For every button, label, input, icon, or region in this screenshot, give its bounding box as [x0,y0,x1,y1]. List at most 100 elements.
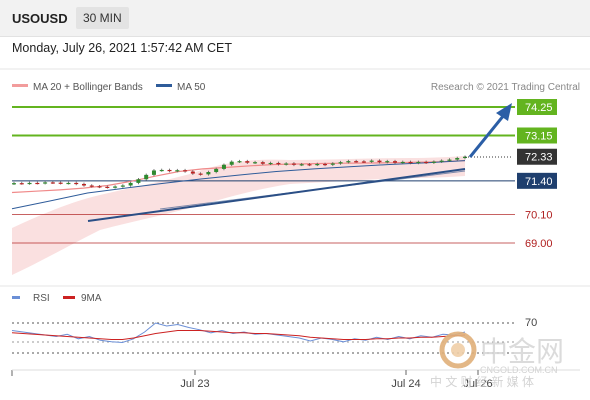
watermark-site: CNGOLD.COM.CN [480,365,558,375]
level-label-71-40: 71.40 [525,176,553,188]
level-label-73-15: 73.15 [525,130,553,142]
trendline-lower [87,168,466,222]
ma20-legend-label: MA 20 + Bollinger Bands [33,82,143,93]
level-badge-71-40 [517,172,557,189]
candle-body [97,186,102,188]
candle-body [237,161,242,163]
candle-body [120,185,125,187]
cngold-logo-core [451,343,465,357]
cngold-logo-icon [439,331,477,369]
candle-body [19,183,24,185]
level-label-74-25: 74.25 [525,102,553,114]
candle-body [35,182,40,185]
ma50-line [11,160,466,210]
candle-body [307,164,312,166]
level-label-72-33: 72.33 [525,152,553,164]
candle-body [393,161,398,163]
candle-body [253,162,258,164]
candle-body [455,158,460,160]
candle-body [284,163,289,165]
candle-body [431,161,436,163]
candle-body [128,182,133,186]
candle-body [144,174,149,180]
candle-body [105,186,110,188]
watermark-tagline: 中 文 财 经 新 媒 体 [430,374,534,389]
forecast-arrow-head [496,103,512,121]
candle-body [89,185,94,187]
bollinger-band-area [12,156,465,275]
candle-body [190,171,195,174]
level-label-70-10: 70.10 [525,210,553,222]
level-badge-73-15 [517,127,557,144]
xtick-label-1: Jul 24 [391,378,420,390]
rsi-legend-swatch [12,296,20,299]
candle-body [291,163,296,165]
cngold-watermark: 中金网 CNGOLD.COM.CN 中 文 财 经 新 媒 体 [430,331,564,389]
symbol-label[interactable]: USOUSD [12,11,68,26]
rsi-ma-line [11,330,466,340]
candle-body [416,161,421,164]
rsi-legend-label: RSI [33,293,50,304]
level-label-69-00: 69.00 [525,238,553,250]
candle-body [151,170,156,175]
candle-body [369,160,374,162]
candle-body [221,164,226,169]
timeframe-button[interactable]: 30 MIN [76,7,129,29]
candle-body [315,163,320,166]
rsi-ma-legend-label: 9MA [81,293,102,304]
candle-body [198,173,203,175]
candle-body [439,160,444,162]
trendline-upper [159,170,466,210]
candle-body [27,182,32,185]
candle-body [268,162,273,165]
candle-body [385,161,390,163]
candle-body [175,170,180,172]
ma50-legend-label: MA 50 [177,82,206,93]
candle-body [377,160,382,163]
rsi-ma-legend-swatch [63,296,75,299]
candle-body [276,162,281,165]
candle-body [338,162,343,164]
candle-body [206,172,211,175]
candle-body [400,161,405,164]
candle-body [113,186,118,188]
chart-timestamp: Monday, July 26, 2021 1:57:42 AM CET [12,41,233,55]
candle-body [167,169,172,172]
candle-body [183,170,188,172]
candle-body [299,164,304,166]
xtick-label-2: Jul 26 [463,378,492,390]
candle-body [214,168,219,173]
forecast-arrow-line [468,114,506,158]
ma50-legend-swatch [156,84,172,87]
candle-body [354,161,359,163]
candle-body [50,182,55,184]
candle-body [260,162,265,164]
xtick-label-0: Jul 23 [180,378,209,390]
candle-body [424,161,429,164]
top-toolbar: USOUSD 30 MIN [0,0,590,37]
candle-body [58,182,63,184]
candle-body [330,163,335,165]
candle-body [43,182,48,184]
candle-body [408,161,413,164]
candle-body [323,163,328,166]
candle-body [346,161,351,163]
ma20-legend-swatch [12,84,28,87]
trading-central-credit: Research © 2021 Trading Central [431,82,580,93]
candle-body [245,161,250,163]
watermark-brand: 中金网 [480,335,564,368]
candle-body [229,161,234,165]
candle-body [66,182,71,185]
candle-body [81,183,86,186]
candle-body [361,161,366,163]
candle-body [447,159,452,161]
candle-body [136,179,141,183]
level-badge-74-25 [517,99,557,115]
candle-body [74,182,79,185]
rsi-level-70: 70 [525,317,537,329]
candle-body [12,183,16,185]
ma20-line [11,160,466,194]
level-badge-72-33 [517,148,557,165]
candle-body [159,169,164,172]
